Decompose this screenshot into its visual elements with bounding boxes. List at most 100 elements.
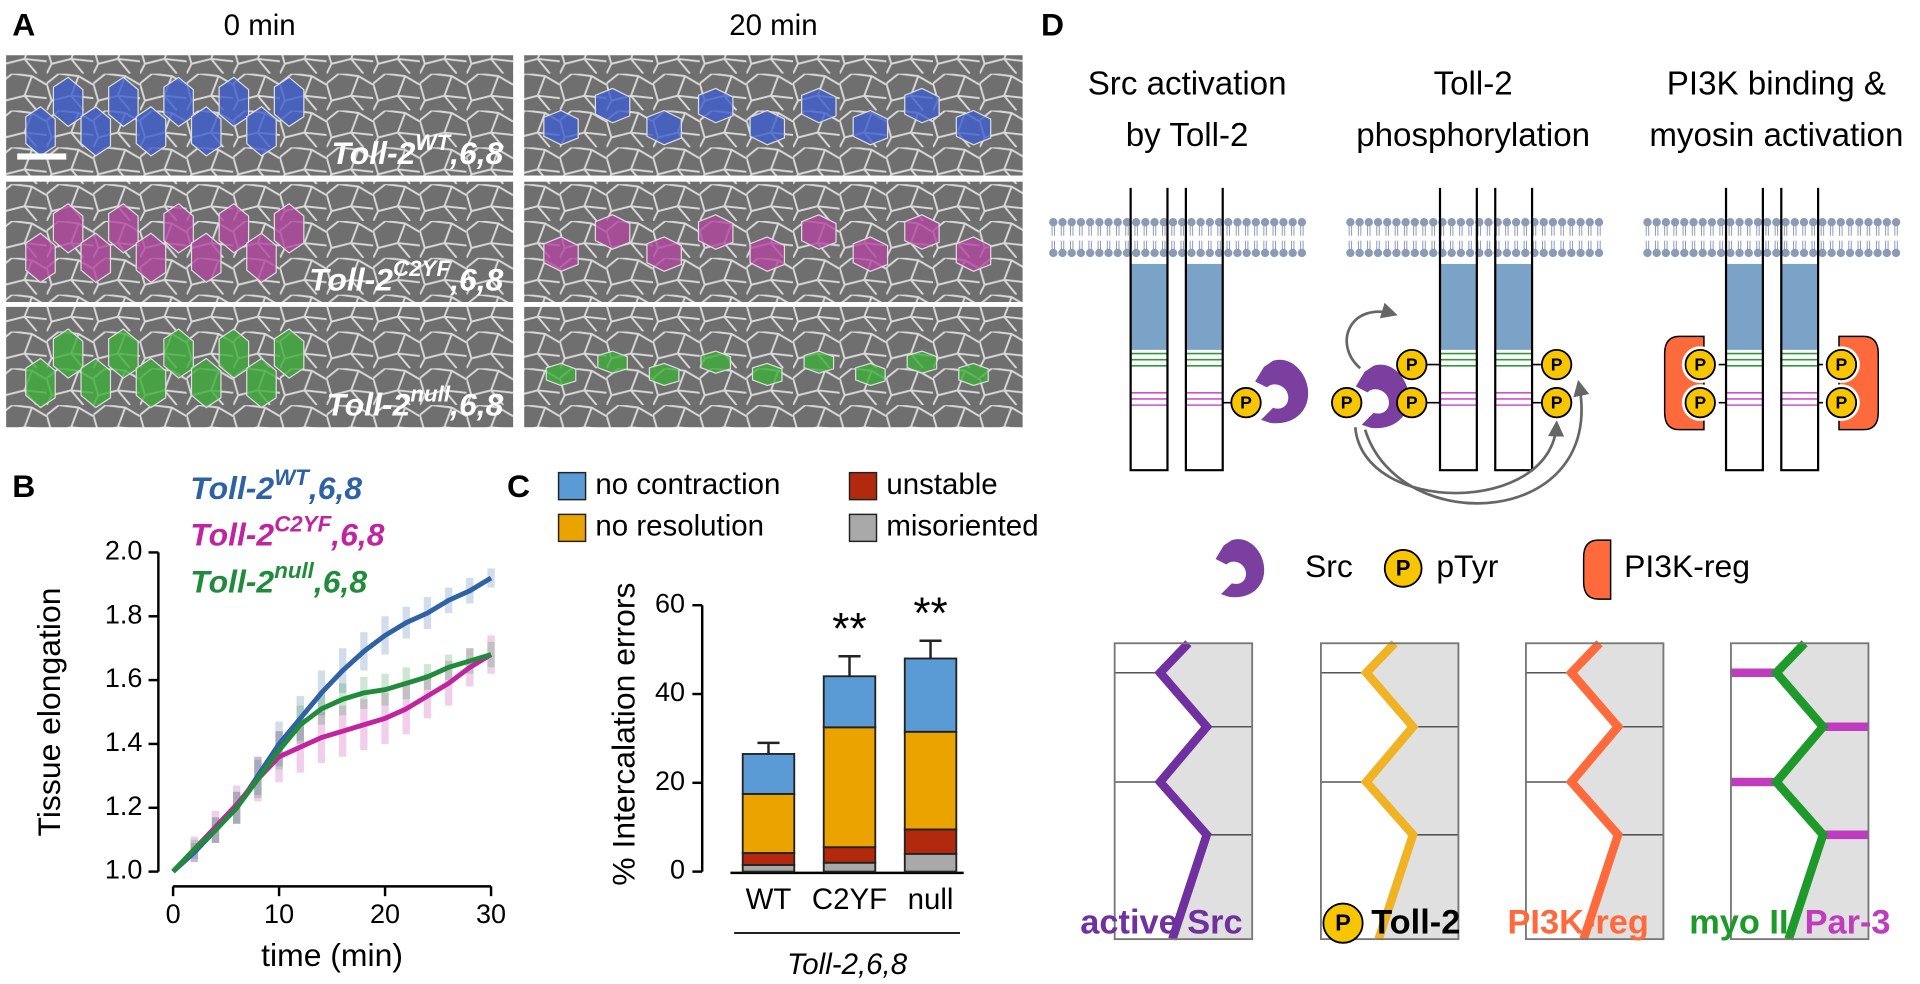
lipid-head [1355, 248, 1364, 258]
panel-label: D [1041, 6, 1064, 42]
lipid-head [1855, 248, 1864, 258]
bar-segment [822, 726, 877, 849]
error-band [487, 641, 495, 668]
lipid-tails [1116, 225, 1120, 251]
phospho-symbol: P [1406, 393, 1418, 413]
x-tick-label: C2YF [812, 883, 887, 916]
genotype-label: Toll-2WT,6,8 [331, 130, 503, 172]
lipid-tails [1357, 225, 1362, 251]
phospho-circle [1322, 902, 1364, 944]
lipid-head [1726, 218, 1735, 227]
lipid-tails [1079, 225, 1083, 251]
lipid-head [1095, 218, 1104, 227]
lipid-tails [1728, 225, 1733, 251]
cell-frame [1113, 642, 1254, 941]
legend-swatch [557, 513, 587, 543]
lipid-head [1753, 218, 1763, 227]
bar-segment [741, 852, 796, 866]
lipid-tails [1532, 225, 1537, 251]
genotype-superscript: C2YF [393, 256, 451, 281]
labeled-cell [25, 106, 56, 157]
lipid-head [1401, 248, 1410, 258]
lipid-tails [1088, 225, 1092, 251]
receptor-outline [1780, 187, 1820, 472]
step-title: Src activation [1088, 66, 1287, 103]
lipid-tails [1198, 225, 1203, 251]
y-tick-label: 0 [670, 855, 685, 885]
lipid-head [1410, 248, 1420, 258]
lipid-head [1113, 248, 1122, 258]
labeled-cell [135, 232, 167, 284]
labeled-cell [246, 357, 277, 409]
lipid-head [1233, 248, 1242, 258]
lipid-head [1594, 248, 1604, 258]
y-tick-label: 1.4 [105, 727, 143, 757]
lipid-tails [1523, 225, 1528, 251]
genotype-superscript: WT [415, 130, 452, 155]
lipid-head [1836, 218, 1845, 227]
lipid-head [1689, 248, 1698, 258]
y-tick-label: 2.0 [105, 536, 143, 566]
lipid-head [1150, 218, 1159, 227]
lipid-head [1484, 248, 1493, 258]
genotype-label: Toll-2WT,6,8 [190, 465, 362, 507]
legend-label: no resolution [595, 510, 764, 543]
lipid-head [1762, 218, 1772, 227]
lipid-head [1845, 218, 1855, 227]
phospho-circle [1331, 387, 1363, 419]
cell-interior [1776, 643, 1869, 940]
lipid-head [1122, 248, 1132, 258]
phospho-circle [1396, 348, 1428, 381]
linker [1714, 363, 1827, 404]
lipid-head [1076, 218, 1086, 227]
lipid-head [1698, 248, 1707, 258]
labeled-cell [597, 350, 628, 374]
marker-label: Par-3 [1805, 903, 1891, 941]
labeled-cell [25, 232, 56, 284]
lipid-tails [1440, 225, 1445, 251]
lipid-head [1205, 218, 1214, 227]
labeled-cell [273, 76, 305, 128]
lipid-tails [1367, 225, 1371, 251]
bar-segment [822, 846, 877, 864]
y-tick-label: 40 [655, 677, 685, 707]
y-axis-label: Tissue elongation [31, 588, 67, 837]
lipid-head [1373, 248, 1383, 258]
arrow [1363, 379, 1590, 505]
lipid-head [1772, 248, 1781, 258]
lipid-tails [1477, 225, 1482, 251]
receptor-outline [1494, 187, 1534, 472]
lipid-tails [1848, 225, 1852, 251]
lipid-head [1447, 248, 1456, 258]
lipid-tails [1413, 225, 1417, 251]
lipid-head [1346, 218, 1355, 227]
lipid-tails [1394, 225, 1399, 251]
labeled-cell [904, 214, 940, 250]
lipid-tails [1290, 225, 1295, 251]
lipid-tails [1756, 225, 1760, 251]
lipid-tails [1710, 225, 1714, 251]
lipid-tails [1875, 225, 1880, 251]
phospho-symbol: P [1396, 555, 1411, 580]
lipid-head [1548, 218, 1558, 227]
lipid-head [1670, 218, 1680, 227]
lipid-head [1159, 218, 1168, 227]
lipid-tails [1793, 225, 1797, 251]
labeled-cell [80, 357, 112, 409]
bar-segment [741, 792, 796, 854]
lipid-tails [1300, 225, 1304, 251]
lipid-head [1224, 248, 1233, 258]
lipid-head [1855, 218, 1864, 227]
scale-bar [17, 153, 67, 160]
lipid-head [1836, 248, 1845, 258]
lipid-head [1168, 248, 1178, 258]
labeled-cell [246, 232, 277, 284]
lipid-head [1297, 218, 1307, 227]
cell-frame [1525, 642, 1665, 941]
labeled-cell [700, 350, 732, 374]
y-tick-label: 1.6 [105, 663, 143, 693]
lipid-tails [1272, 225, 1276, 251]
lipid-head [1104, 218, 1113, 227]
cell-frame [1320, 642, 1460, 941]
receptor-outline [1438, 187, 1478, 472]
